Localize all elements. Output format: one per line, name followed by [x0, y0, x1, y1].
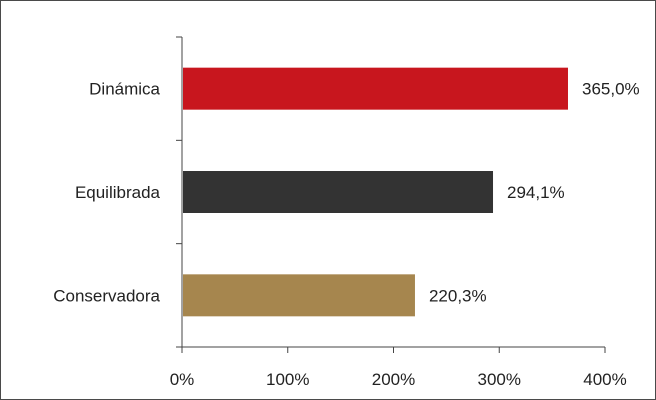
data-label: 365,0%	[582, 80, 640, 99]
category-label: Equilibrada	[75, 183, 161, 202]
x-tick-label: 100%	[266, 370, 309, 389]
x-tick-label: 400%	[583, 370, 626, 389]
x-tick-label: 300%	[478, 370, 521, 389]
bars	[183, 67, 568, 317]
x-tick-label: 200%	[372, 370, 415, 389]
bar-equilibrada	[183, 171, 494, 213]
category-label: Dinámica	[89, 80, 160, 99]
bar-conservadora	[183, 274, 415, 317]
labels: Dinámica 365,0% Equilibrada 294,1% Conservad…	[53, 80, 639, 306]
x-tick-label: 0%	[170, 370, 195, 389]
axes: 0% 100% 200% 300% 400%	[170, 36, 627, 389]
bar-dinámica	[183, 67, 568, 110]
data-label: 294,1%	[507, 183, 565, 202]
category-label: Conservadora	[53, 286, 160, 305]
data-label: 220,3%	[429, 286, 487, 305]
